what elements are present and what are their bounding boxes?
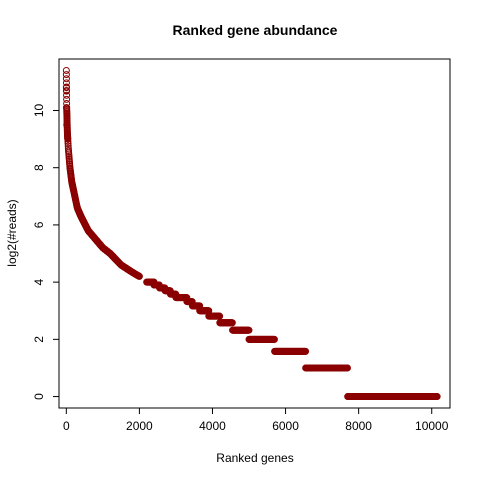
data-point	[433, 393, 441, 401]
y-tick-label: 2	[32, 336, 46, 343]
data-point	[63, 95, 71, 103]
y-tick-label: 0	[32, 393, 46, 400]
x-tick-label: 4000	[199, 419, 226, 433]
y-tick-label: 8	[32, 164, 46, 171]
x-tick-label: 10000	[415, 419, 449, 433]
data-point	[64, 135, 72, 143]
y-tick-label: 10	[32, 103, 46, 117]
data-point	[62, 66, 70, 74]
y-tick-label: 6	[32, 221, 46, 228]
data-point	[270, 335, 278, 343]
y-axis-label: log2(#reads)	[5, 199, 19, 266]
data-point	[135, 272, 143, 280]
data-point	[228, 319, 236, 327]
data-point	[62, 75, 70, 83]
x-axis-label: Ranked genes	[216, 451, 293, 465]
y-axis: 0 2 4 6 8 10	[32, 103, 60, 400]
data-point	[63, 100, 71, 107]
data-point	[63, 121, 71, 129]
data-point	[245, 326, 253, 334]
y-tick-label: 4	[32, 278, 46, 285]
data-point	[62, 84, 70, 92]
data-point	[216, 312, 224, 320]
data-point	[302, 347, 310, 355]
plot-frame	[58, 58, 451, 409]
data-point	[63, 91, 71, 99]
x-axis: 0 2000 4000 6000 8000 10000	[63, 407, 449, 433]
data-points	[62, 66, 441, 401]
x-tick-label: 0	[63, 419, 70, 433]
data-point	[63, 104, 71, 112]
x-tick-label: 6000	[272, 419, 299, 433]
x-tick-label: 8000	[345, 419, 372, 433]
data-point	[343, 364, 351, 372]
data-point	[62, 79, 70, 87]
data-point	[62, 86, 70, 94]
data-point	[64, 140, 72, 148]
data-point	[64, 137, 72, 145]
x-tick-label: 2000	[126, 419, 153, 433]
data-point	[62, 71, 70, 79]
chart-title: Ranked gene abundance	[173, 22, 338, 38]
